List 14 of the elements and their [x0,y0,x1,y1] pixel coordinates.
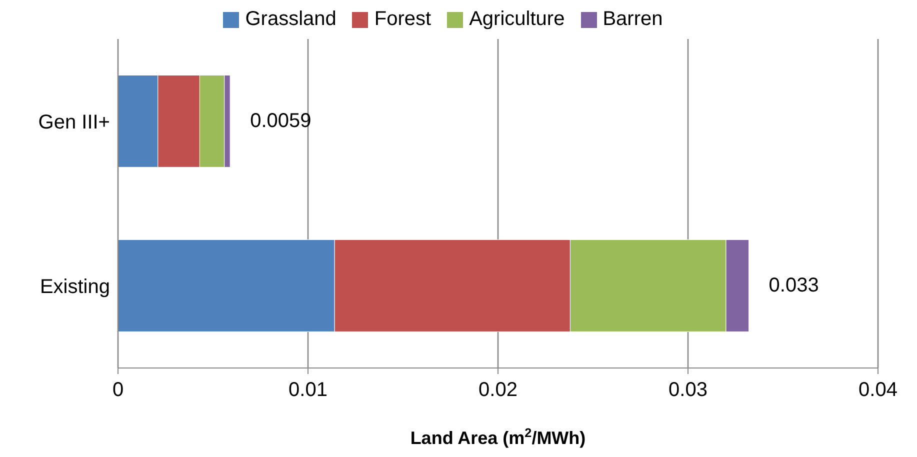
x-tick-label: 0.04 [858,379,898,402]
legend-label: Agriculture [469,8,565,31]
x-tick-label: 0.01 [288,379,328,402]
y-tick-label: Gen III+ [38,111,110,134]
legend-label: Barren [602,8,663,31]
x-axis-title: Land Area (m$^{2}$/MWh) [410,426,586,448]
x-tick-label: 0.02 [478,379,518,402]
total-label: 0.0059 [250,110,312,132]
x-tick-label: 0.03 [668,379,708,402]
total-label: 0.033 [768,274,819,297]
legend-label: Forest [374,8,432,31]
x-tick-label: 0 [112,379,124,402]
y-tick-label: Existing [40,276,110,298]
legend-label: Grassland [245,8,336,31]
